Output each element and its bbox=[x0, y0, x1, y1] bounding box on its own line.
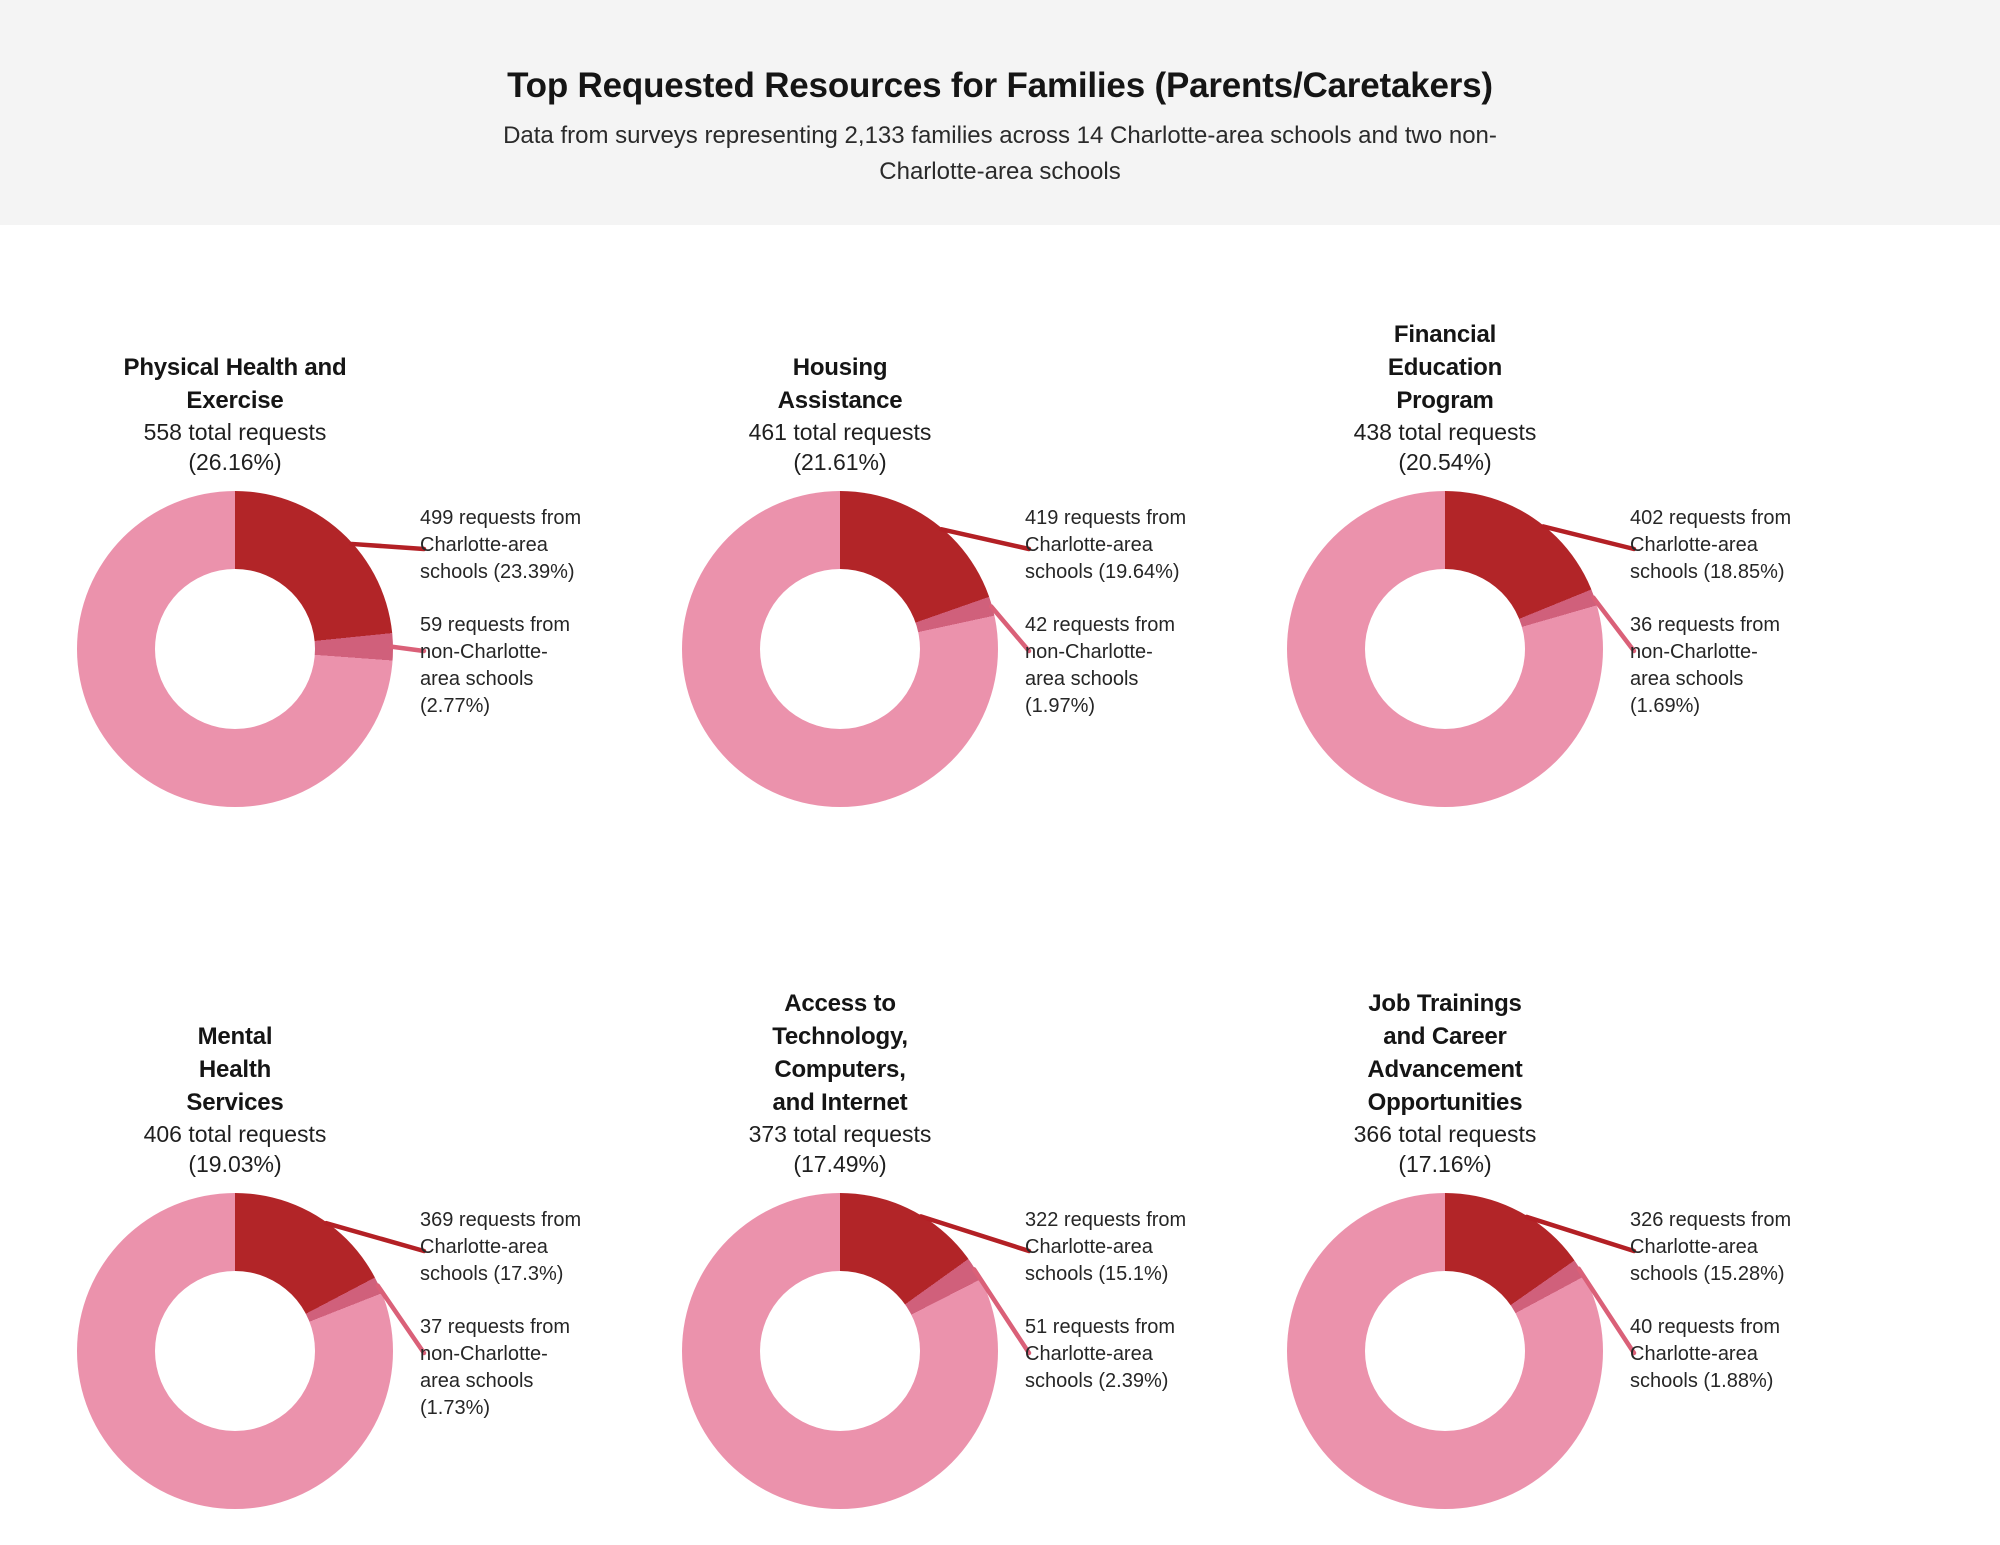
donut-hole bbox=[155, 1271, 315, 1431]
chart-title: Access to Technology, Computers, and Int… bbox=[772, 990, 908, 1116]
chart-total-percent: (17.49%) bbox=[793, 1151, 887, 1177]
donut-hole bbox=[760, 569, 920, 729]
chart-title: Financial Education Program bbox=[1387, 321, 1503, 414]
chart-title: Job Trainings and Career Advancement Opp… bbox=[1367, 990, 1523, 1116]
slice-labels: 402 requests from Charlotte-area schools… bbox=[1630, 505, 1820, 746]
chart-total-requests: 373 total requests bbox=[748, 1121, 932, 1147]
chart-total-percent: (21.61%) bbox=[793, 449, 887, 475]
chart-title: Mental Health Services bbox=[186, 1023, 284, 1116]
slice-labels: 499 requests from Charlotte-area schools… bbox=[420, 505, 610, 746]
donut-chart bbox=[77, 1193, 393, 1509]
slice-label-charlotte: 419 requests from Charlotte-area schools… bbox=[1025, 507, 1187, 583]
slice-label-charlotte: 326 requests from Charlotte-area schools… bbox=[1630, 1209, 1792, 1285]
slice-label-non-charlotte: 40 requests from Charlotte-area schools … bbox=[1630, 1316, 1781, 1392]
slice-label-non-charlotte: 59 requests from non-Charlotte- area sch… bbox=[420, 614, 571, 717]
slice-label-non-charlotte: 37 requests from non-Charlotte- area sch… bbox=[420, 1316, 571, 1419]
donut-chart bbox=[1287, 1193, 1603, 1509]
chart-total-requests: 406 total requests bbox=[143, 1121, 327, 1147]
slice-labels: 419 requests from Charlotte-area schools… bbox=[1025, 505, 1215, 746]
chart-card-housing-assistance: Housing Assistance 461 total requests (2… bbox=[605, 225, 1210, 807]
chart-header: Access to Technology, Computers, and Int… bbox=[680, 807, 1000, 1179]
donut-hole bbox=[760, 1271, 920, 1431]
chart-card-technology-access: Access to Technology, Computers, and Int… bbox=[605, 807, 1210, 1545]
slice-label-non-charlotte: 36 requests from non-Charlotte- area sch… bbox=[1630, 614, 1781, 717]
slice-label-charlotte: 402 requests from Charlotte-area schools… bbox=[1630, 507, 1792, 583]
slice-label-non-charlotte: 51 requests from Charlotte-area schools … bbox=[1025, 1316, 1176, 1392]
chart-total-requests: 558 total requests bbox=[143, 419, 327, 445]
slice-label-charlotte: 322 requests from Charlotte-area schools… bbox=[1025, 1209, 1187, 1285]
chart-total-percent: (17.16%) bbox=[1398, 1151, 1492, 1177]
chart-header: Housing Assistance 461 total requests (2… bbox=[680, 225, 1000, 477]
donut-chart bbox=[682, 491, 998, 807]
slice-labels: 326 requests from Charlotte-area schools… bbox=[1630, 1207, 1820, 1421]
donut-chart bbox=[1287, 491, 1603, 807]
chart-total-percent: (19.03%) bbox=[188, 1151, 282, 1177]
chart-title: Physical Health and Exercise bbox=[123, 354, 347, 414]
donut-hole bbox=[1365, 1271, 1525, 1431]
donut-chart bbox=[77, 491, 393, 807]
report-subtitle: Data from surveys representing 2,133 fam… bbox=[503, 122, 1497, 185]
leader-line-charlotte bbox=[349, 541, 427, 552]
donut-hole bbox=[155, 569, 315, 729]
chart-total-requests: 366 total requests bbox=[1353, 1121, 1537, 1147]
slice-label-charlotte: 369 requests from Charlotte-area schools… bbox=[420, 1209, 582, 1285]
chart-total-requests: 461 total requests bbox=[748, 419, 932, 445]
chart-card-job-trainings: Job Trainings and Career Advancement Opp… bbox=[1210, 807, 1815, 1545]
slice-label-charlotte: 499 requests from Charlotte-area schools… bbox=[420, 507, 582, 583]
charts-grid: Physical Health and Exercise 558 total r… bbox=[0, 225, 1815, 1545]
chart-header: Job Trainings and Career Advancement Opp… bbox=[1285, 807, 1605, 1179]
chart-header: Physical Health and Exercise 558 total r… bbox=[75, 225, 395, 477]
chart-card-financial-education: Financial Education Program 438 total re… bbox=[1210, 225, 1815, 807]
slice-labels: 369 requests from Charlotte-area schools… bbox=[420, 1207, 610, 1448]
chart-header: Financial Education Program 438 total re… bbox=[1285, 225, 1605, 477]
chart-total-percent: (26.16%) bbox=[188, 449, 282, 475]
chart-card-physical-health: Physical Health and Exercise 558 total r… bbox=[0, 225, 605, 807]
chart-title: Housing Assistance bbox=[777, 354, 903, 414]
slice-label-non-charlotte: 42 requests from non-Charlotte- area sch… bbox=[1025, 614, 1176, 717]
report-header: Top Requested Resources for Families (Pa… bbox=[0, 0, 2000, 225]
chart-card-mental-health: Mental Health Services 406 total request… bbox=[0, 807, 605, 1545]
chart-total-percent: (20.54%) bbox=[1398, 449, 1492, 475]
chart-header: Mental Health Services 406 total request… bbox=[75, 807, 395, 1179]
report-title: Top Requested Resources for Families (Pa… bbox=[507, 66, 1493, 105]
chart-total-requests: 438 total requests bbox=[1353, 419, 1537, 445]
donut-chart bbox=[682, 1193, 998, 1509]
slice-labels: 322 requests from Charlotte-area schools… bbox=[1025, 1207, 1215, 1421]
donut-hole bbox=[1365, 569, 1525, 729]
